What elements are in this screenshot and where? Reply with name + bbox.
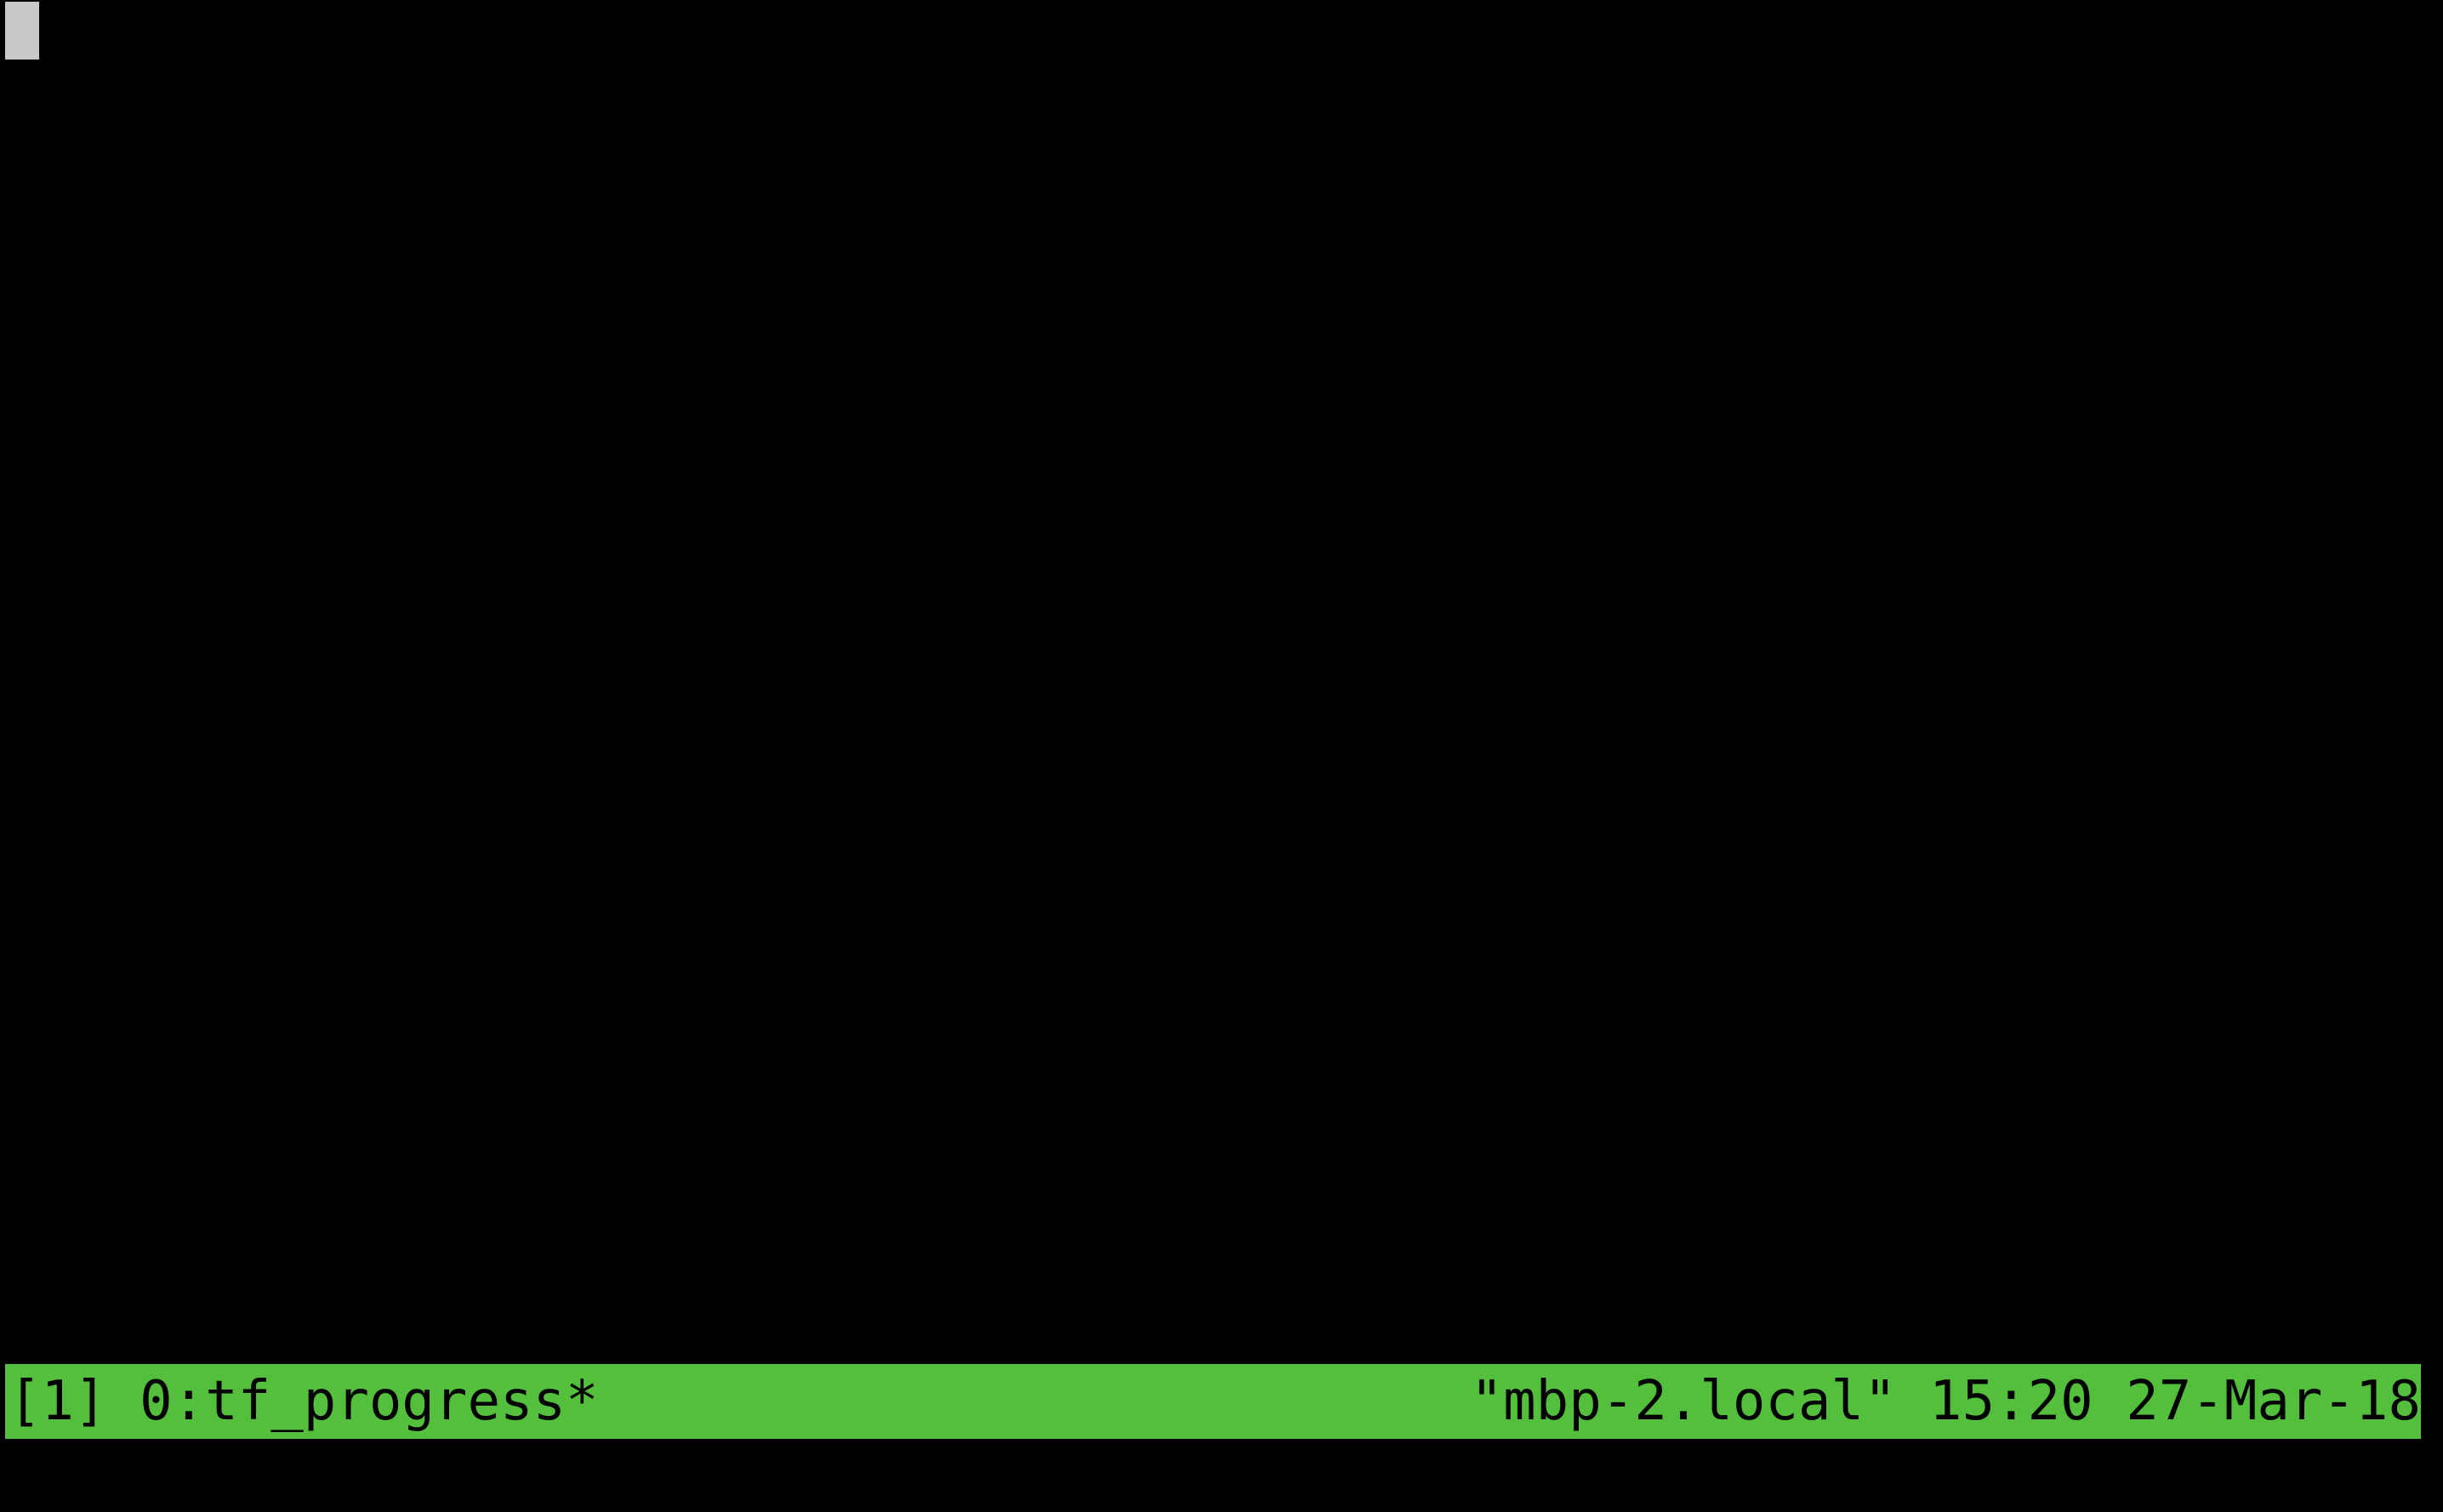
hostname: "mbp-2.local" (1470, 1370, 1897, 1433)
session-name: [1] (9, 1370, 107, 1433)
status-left: [1] 0:tf_progress* (9, 1364, 599, 1439)
status-right: "mbp-2.local" 15:20 27-Mar-18 (1471, 1364, 2421, 1439)
text-cursor (5, 2, 39, 60)
window-tab-tf-progress[interactable]: 0:tf_progress* (140, 1370, 599, 1433)
clock-date: 27-Mar-18 (2126, 1370, 2421, 1433)
tmux-status-bar: [1] 0:tf_progress* "mbp-2.local" 15:20 2… (5, 1364, 2421, 1439)
terminal-pane[interactable] (0, 0, 2443, 1361)
clock-time: 15:20 (1929, 1370, 2093, 1433)
